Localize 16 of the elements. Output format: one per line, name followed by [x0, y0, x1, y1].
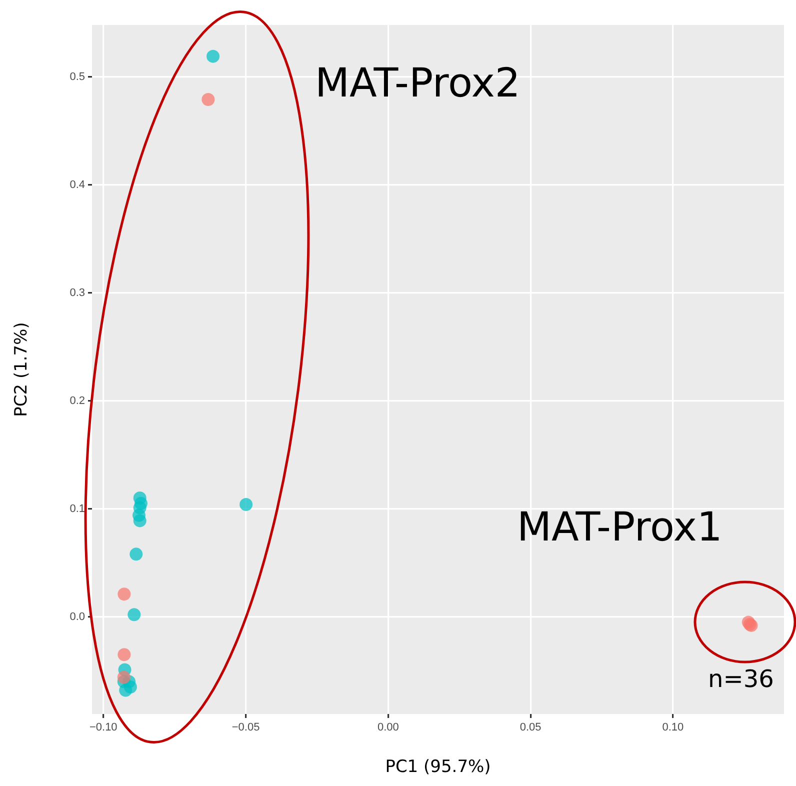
x-tick-label: −0.10	[89, 722, 118, 734]
y-tick-label: 0.4	[70, 178, 85, 191]
y-tick-label: 0.1	[70, 502, 85, 515]
annotation: MAT-Prox2	[315, 60, 520, 106]
y-tick-label: 0.3	[70, 286, 85, 299]
x-axis-title: PC1 (95.7%)	[385, 757, 491, 778]
annotation: MAT-Prox1	[517, 504, 722, 550]
x-tick-label: 0.10	[662, 722, 684, 734]
annotation: n=36	[708, 665, 774, 694]
y-tick-label: 0.0	[70, 610, 85, 623]
y-tick-label: 0.2	[70, 394, 85, 407]
y-axis-title: PC2 (1.7%)	[12, 322, 32, 417]
x-tick-label: −0.05	[232, 722, 260, 734]
y-tick-label: 0.5	[70, 70, 85, 83]
x-tick-label: 0.00	[377, 722, 399, 734]
x-tick-label: 0.05	[520, 722, 542, 734]
